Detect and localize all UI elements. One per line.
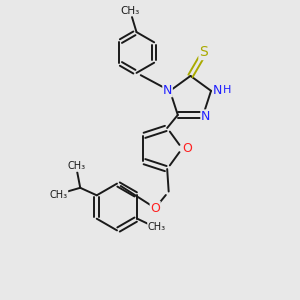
Text: H: H [223, 85, 231, 95]
Text: CH₃: CH₃ [120, 5, 140, 16]
Text: N: N [163, 84, 172, 97]
Text: CH₃: CH₃ [68, 161, 86, 171]
Text: N: N [201, 110, 210, 123]
Text: S: S [199, 46, 208, 59]
Text: CH₃: CH₃ [148, 222, 166, 232]
Text: O: O [150, 202, 160, 214]
Text: CH₃: CH₃ [50, 190, 68, 200]
Text: O: O [183, 142, 192, 155]
Text: N: N [213, 84, 222, 97]
